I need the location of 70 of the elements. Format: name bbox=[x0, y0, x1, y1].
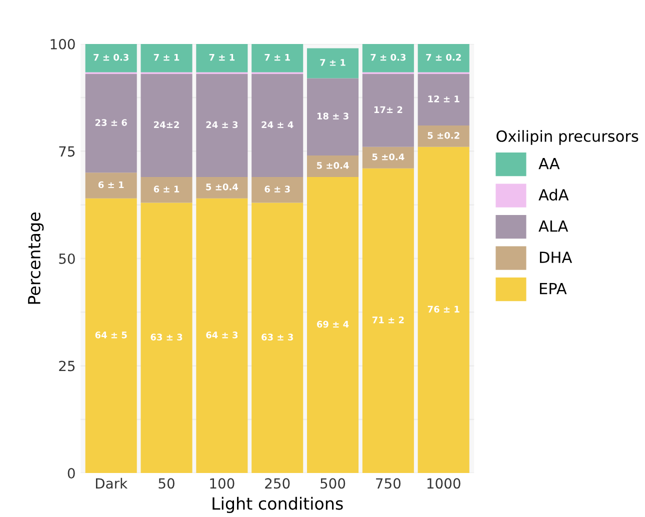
bar bbox=[252, 176, 304, 203]
bar bbox=[362, 168, 414, 474]
x-tick-label: 500 bbox=[320, 478, 346, 489]
data-label: 69 ± 4 bbox=[316, 320, 349, 328]
bar bbox=[196, 176, 248, 198]
data-label: 7 ± 1 bbox=[209, 54, 235, 61]
bar bbox=[306, 48, 359, 78]
data-label: 7 ± 0.2 bbox=[426, 54, 461, 61]
bar bbox=[140, 74, 192, 177]
data-label: 18 ± 3 bbox=[317, 112, 348, 120]
bar bbox=[85, 172, 137, 198]
data-label: 64 ± 3 bbox=[206, 332, 238, 338]
data-label: 7 ± 1 bbox=[320, 59, 346, 66]
data-label: 7 ± 0.3 bbox=[94, 54, 128, 61]
x-tick-label: 100 bbox=[210, 478, 234, 489]
bar bbox=[418, 125, 470, 147]
bar bbox=[85, 198, 137, 474]
data-label: 5 ±0.4 bbox=[206, 183, 238, 190]
bar bbox=[306, 78, 359, 156]
data-label: 7 ± 0.3 bbox=[370, 54, 406, 61]
bar bbox=[252, 74, 304, 177]
bar bbox=[140, 176, 192, 203]
data-label: 24 ± 4 bbox=[262, 121, 294, 128]
x-tick-label: 750 bbox=[376, 478, 401, 489]
y-tick-label: 100 bbox=[50, 38, 75, 50]
x-tick-label: 1000 bbox=[427, 478, 460, 489]
bar bbox=[196, 198, 248, 474]
x-tick-label: Dark bbox=[96, 478, 128, 489]
data-label: 12 ± 1 bbox=[428, 96, 460, 102]
data-label: 7 ± 1 bbox=[264, 54, 290, 61]
bar bbox=[306, 156, 359, 177]
data-label: 7 ± 1 bbox=[154, 54, 180, 61]
legend-label: EPA bbox=[540, 283, 567, 294]
x-axis-title: Light conditions bbox=[212, 496, 343, 514]
data-label: 64 ± 5 bbox=[95, 332, 127, 338]
data-label: 76 ± 1 bbox=[428, 306, 460, 313]
legend-label: DHA bbox=[540, 252, 572, 263]
data-label: 71 ± 2 bbox=[372, 316, 404, 324]
data-label: 17± 2 bbox=[374, 106, 402, 113]
data-label: 6 ± 1 bbox=[98, 181, 124, 188]
legend-label: ALA bbox=[538, 220, 568, 232]
bar bbox=[418, 74, 470, 126]
data-label: 63 ± 3 bbox=[262, 334, 293, 341]
bar bbox=[362, 74, 414, 147]
bar bbox=[196, 74, 248, 177]
data-label: 24±2 bbox=[154, 121, 179, 128]
bar bbox=[362, 146, 414, 168]
legend-title: Oxilipin precursors bbox=[496, 130, 638, 145]
data-label: 6 ± 3 bbox=[264, 186, 290, 192]
y-tick-label: 50 bbox=[59, 253, 75, 264]
data-label: 24 ± 3 bbox=[206, 121, 238, 128]
bar bbox=[140, 202, 192, 474]
y-tick-label: 75 bbox=[59, 146, 75, 157]
bar bbox=[306, 176, 359, 474]
data-label: 63 ± 3 bbox=[150, 334, 182, 341]
x-tick-label: 250 bbox=[265, 478, 290, 489]
bar bbox=[252, 202, 304, 474]
legend-label: AA bbox=[538, 158, 560, 170]
data-label: 5 ±0.4 bbox=[372, 153, 404, 160]
bar bbox=[85, 74, 137, 173]
y-tick-label: 0 bbox=[68, 468, 75, 479]
x-tick-label: 50 bbox=[158, 478, 174, 489]
data-label: 6 ± 1 bbox=[154, 186, 180, 192]
data-label: 23 ± 6 bbox=[95, 119, 127, 126]
data-label: 5 ±0.2 bbox=[428, 132, 460, 139]
bar bbox=[418, 146, 470, 474]
legend-label: AdA bbox=[538, 188, 569, 201]
data-label: 5 ±0.4 bbox=[316, 162, 349, 169]
y-tick-label: 25 bbox=[59, 360, 75, 372]
y-axis-title: Percentage bbox=[28, 212, 44, 304]
